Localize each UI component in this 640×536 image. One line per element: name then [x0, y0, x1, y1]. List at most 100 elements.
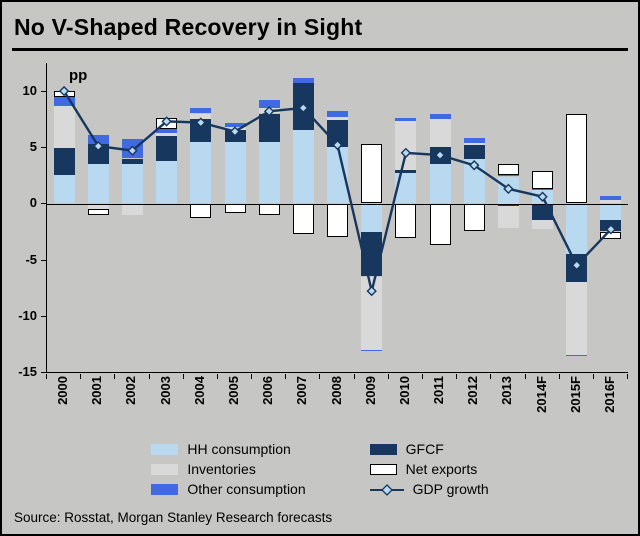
bar-segment-other-consumption [395, 118, 417, 122]
bar-segment-hh-consumption [156, 160, 178, 204]
x-tick-mark [80, 374, 82, 379]
y-tick-mark [41, 315, 46, 317]
bar-segment-hh-consumption [258, 141, 280, 204]
y-tick-mark [41, 203, 46, 205]
gdp-growth-line [58, 85, 617, 297]
legend: HH consumption GFCF Inventories Net exports… [12, 441, 628, 497]
bar-segment-net-exports [497, 164, 519, 176]
x-tick-mark [353, 374, 355, 379]
x-tick-mark [524, 374, 526, 379]
legend-item-net-exports: Net exports [369, 461, 489, 477]
bar-segment-inventories [600, 200, 622, 204]
legend-item-hh-consumption: HH consumption [151, 441, 305, 457]
x-tick-mark [592, 374, 594, 379]
y-tick-mark [41, 147, 46, 149]
bar-segment-net-exports [566, 113, 588, 204]
gdp-growth-marker [263, 106, 275, 117]
bar-segment-gfcf [258, 113, 280, 142]
bar-segment-net-exports [532, 170, 554, 189]
bar-segment-net-exports [361, 143, 383, 204]
bar-segment-hh-consumption [566, 203, 588, 255]
x-axis: 2000 2001 2002 2003 2004 2005 2006 2007 2008 2009… [46, 374, 628, 430]
bar-segment-other-consumption [566, 355, 588, 357]
x-tick-mark [216, 374, 218, 379]
gdp-growth-marker [195, 117, 206, 128]
gdp-growth-marker [434, 149, 446, 161]
x-axis-label: 2002 [123, 376, 139, 405]
legend-item-gfcf: GFCF [369, 441, 489, 457]
x-axis-label: 2012 [465, 376, 481, 405]
bar-segment-other-consumption [497, 175, 519, 177]
bar-segment-other-consumption [429, 113, 451, 120]
legend-label: Inventories [187, 461, 256, 477]
bar-segment-other-consumption [292, 77, 314, 84]
x-tick-mark [319, 374, 321, 379]
bar-segment-inventories [463, 142, 485, 145]
legend-item-gdp-growth: GDP growth [369, 481, 489, 497]
bar-segment-other-consumption [258, 100, 280, 108]
gdp-growth-marker [58, 85, 70, 97]
bar-segment-inventories [497, 205, 519, 229]
bar-segment-inventories [121, 203, 143, 215]
bar-segment-inventories [156, 132, 178, 137]
legend-item-other-consumption: Other consumption [151, 481, 306, 497]
legend-swatch [151, 443, 179, 455]
bar-segment-hh-consumption [395, 173, 417, 204]
y-axis: 10 5 0 -5 -10 -15 [12, 63, 46, 379]
bar-segment-inventories [190, 113, 212, 120]
x-tick-mark [148, 374, 150, 379]
x-axis-label: 2003 [157, 376, 173, 405]
bar-segment-hh-consumption [121, 164, 143, 204]
legend-swatch [369, 443, 397, 455]
bar-segment-hh-consumption [600, 203, 622, 221]
y-tick-label: -15 [18, 364, 37, 379]
zero-axis-line [47, 203, 628, 205]
gdp-growth-marker [537, 191, 548, 202]
bar-segment-hh-consumption [292, 130, 314, 204]
bar-segment-hh-consumption [361, 203, 383, 232]
gdp-growth-marker [571, 260, 582, 271]
chart: 10 5 0 -5 -10 -15 pp 2000 2001 2002 2003 2004 2005… [12, 63, 628, 431]
legend-label: Net exports [405, 461, 478, 477]
bar-segment-other-consumption [53, 96, 75, 106]
gdp-growth-marker [93, 140, 104, 152]
legend-label: GFCF [405, 441, 444, 457]
x-axis-label: 2008 [328, 376, 344, 405]
x-axis-label: 2001 [89, 376, 105, 405]
x-tick-mark [421, 374, 423, 379]
bar-segment-other-consumption [532, 188, 554, 190]
bar-segment-inventories [429, 119, 451, 148]
bar-segment-hh-consumption [224, 141, 246, 204]
chart-title: No V-Shaped Recovery in Sight [14, 14, 363, 40]
y-tick-label: 0 [29, 195, 37, 211]
x-axis-label: 2014F [533, 376, 549, 413]
bar-segment-inventories [53, 105, 75, 149]
gdp-growth-marker [298, 102, 309, 114]
bar-segment-hh-consumption [53, 175, 75, 204]
bar-segment-other-consumption [327, 111, 348, 117]
gdp-growth-marker [161, 116, 172, 127]
y-tick-label: 10 [22, 83, 37, 99]
x-axis-label: 2005 [226, 376, 241, 405]
plot-area: pp [46, 63, 628, 373]
x-tick-mark [456, 374, 458, 379]
gdp-growth-legend-marker [369, 483, 404, 496]
x-axis-label: 2016F [601, 376, 617, 413]
x-axis-label: 2007 [294, 376, 310, 405]
bar-segment-gfcf [463, 145, 485, 159]
x-tick-mark [387, 374, 389, 379]
bar-segment-inventories [87, 203, 109, 210]
x-tick-mark [114, 374, 116, 379]
x-tick-mark [490, 374, 492, 379]
gdp-growth-marker [469, 160, 480, 171]
bar-segment-inventories [361, 276, 383, 350]
legend-label: GDP growth [412, 481, 489, 497]
bar-segment-inventories [566, 282, 588, 356]
bar-segment-hh-consumption [87, 164, 109, 204]
bar-segment-gfcf [53, 148, 75, 176]
bar-segment-other-consumption [87, 134, 109, 144]
x-tick-mark [558, 374, 560, 379]
legend-swatch [151, 483, 179, 495]
bar-segment-gfcf [395, 169, 417, 174]
